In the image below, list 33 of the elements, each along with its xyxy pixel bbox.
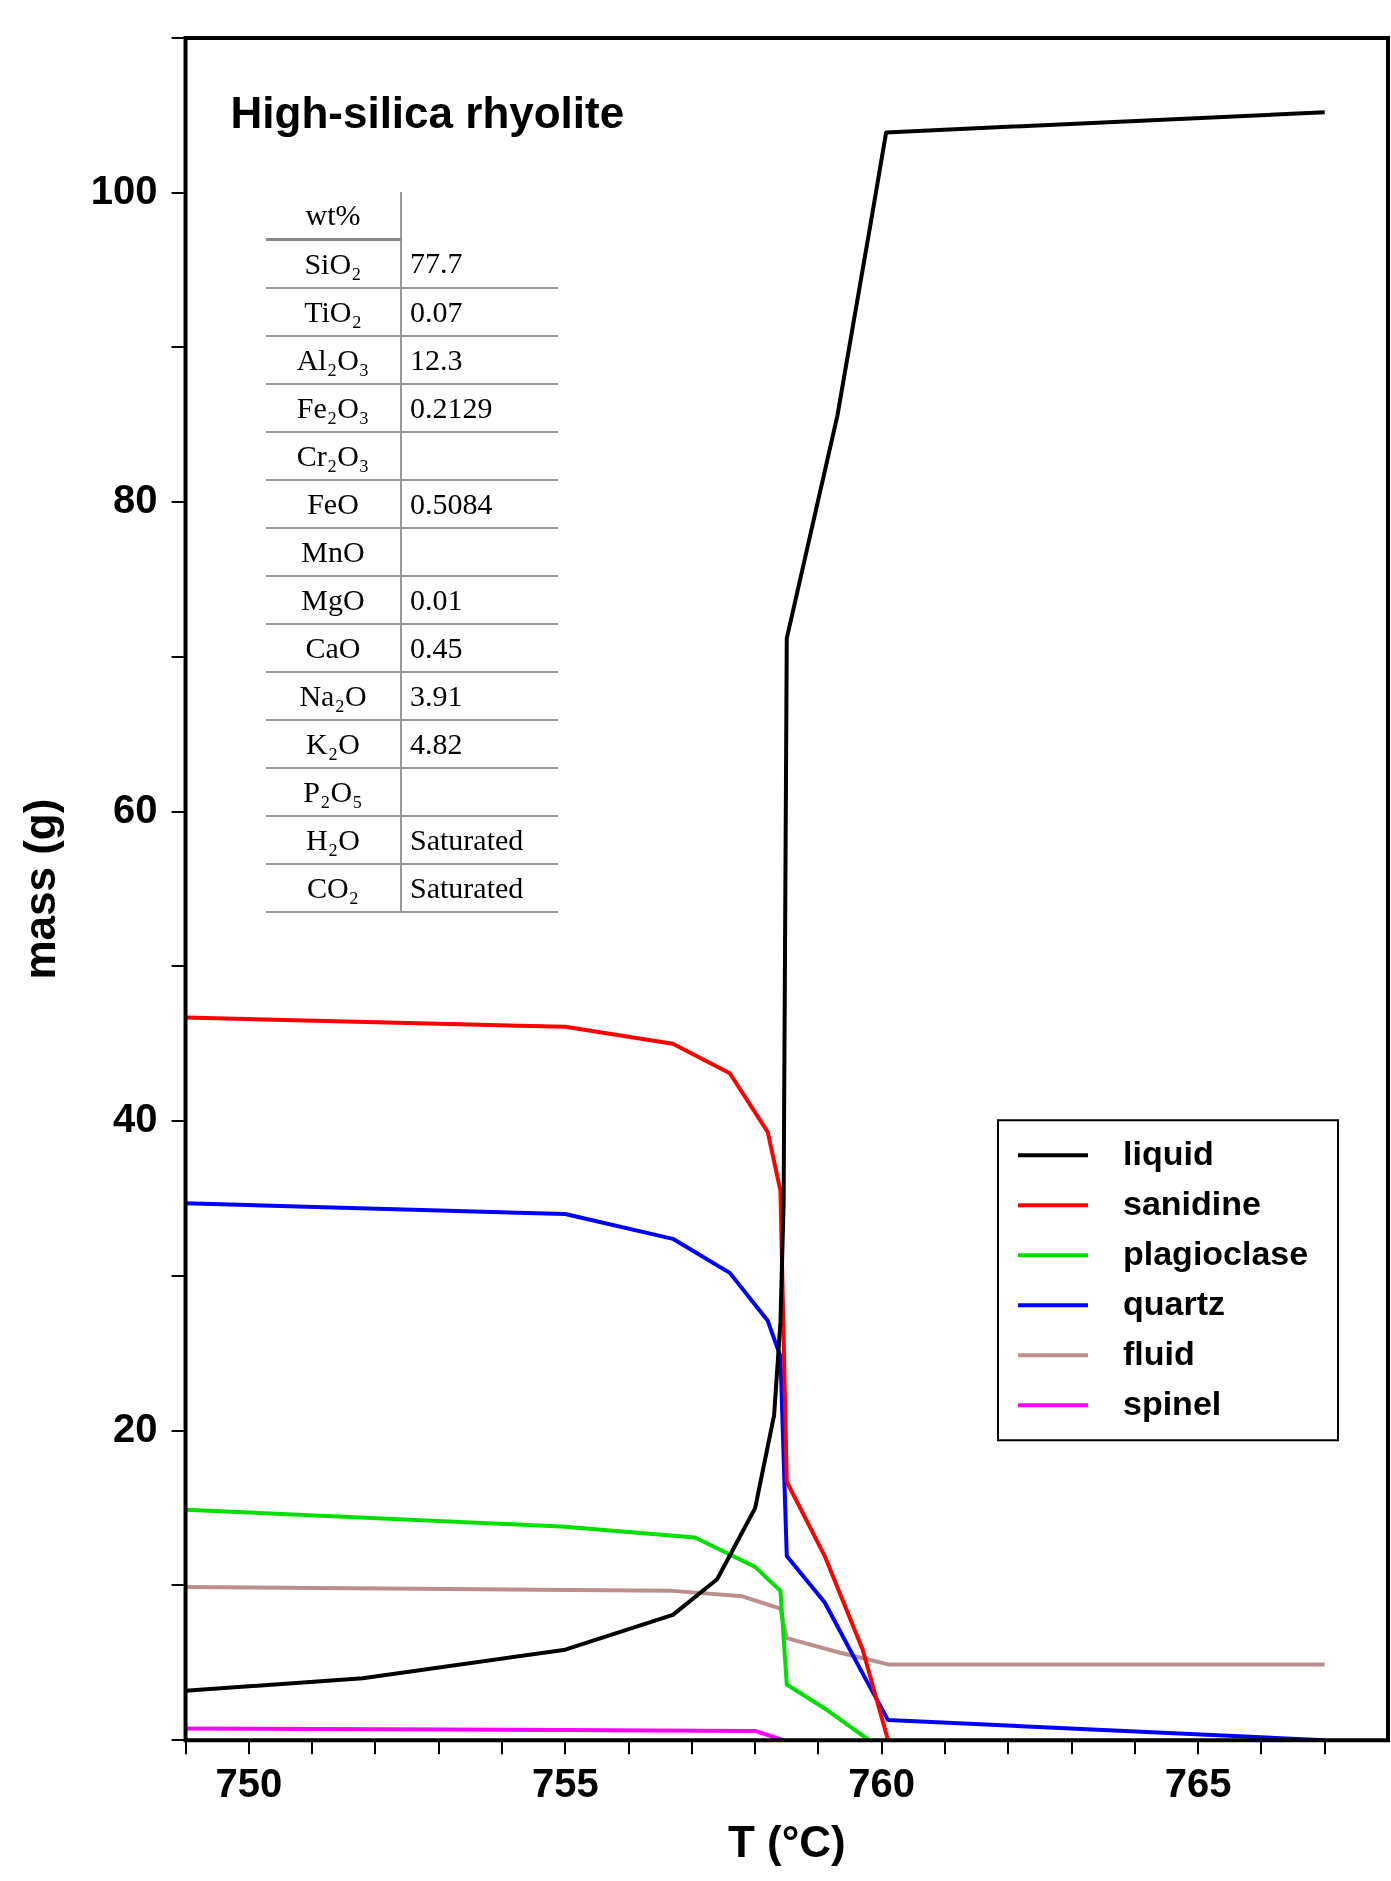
- text: CaO 0.45: [305, 631, 463, 664]
- legend-label: sanidine: [1123, 1183, 1261, 1222]
- text: High-silica rhyolite: [230, 88, 625, 138]
- legend-label: liquid: [1123, 1133, 1214, 1172]
- text: H₂O Saturated: [306, 823, 524, 856]
- legend-label: quartz: [1123, 1283, 1225, 1322]
- text: Na₂O 3.91: [299, 679, 463, 712]
- x-tick-label: 750: [215, 1761, 283, 1806]
- annotation: MnO: [266, 528, 401, 576]
- y-tick-label: 60: [113, 786, 158, 831]
- x-tick-label: 760: [848, 1761, 916, 1806]
- text: CO₂ Saturated: [306, 871, 524, 904]
- legend-label: spinel: [1123, 1383, 1222, 1422]
- legend-label: plagioclase: [1123, 1233, 1309, 1272]
- y-tick-label: 20: [113, 1405, 158, 1450]
- y-tick-label: 80: [113, 477, 158, 522]
- text: Fe₂O₃ 0.2129: [296, 391, 493, 424]
- annotation: wt%: [266, 192, 401, 240]
- x-tick-label: 755: [531, 1761, 599, 1806]
- x-tick-label: 765: [1164, 1761, 1232, 1806]
- text: SiO₂ 77.7: [304, 246, 463, 280]
- annotation: P₂O₅: [266, 768, 401, 816]
- y-tick-label: 40: [113, 1096, 158, 1141]
- text: Al₂O₃ 12.3: [296, 343, 463, 376]
- y-axis-title: mass (g): [14, 798, 64, 980]
- legend-label: fluid: [1123, 1333, 1195, 1372]
- text: MgO 0.01: [301, 583, 463, 616]
- x-axis-title: T (°C): [727, 1816, 846, 1866]
- text: TiO₂ 0.07: [304, 295, 463, 328]
- annotation: Cr₂O₃: [266, 432, 401, 480]
- text: K₂O 4.82: [306, 727, 463, 760]
- y-tick-label: 100: [90, 167, 158, 212]
- text: FeO 0.5084: [307, 487, 493, 520]
